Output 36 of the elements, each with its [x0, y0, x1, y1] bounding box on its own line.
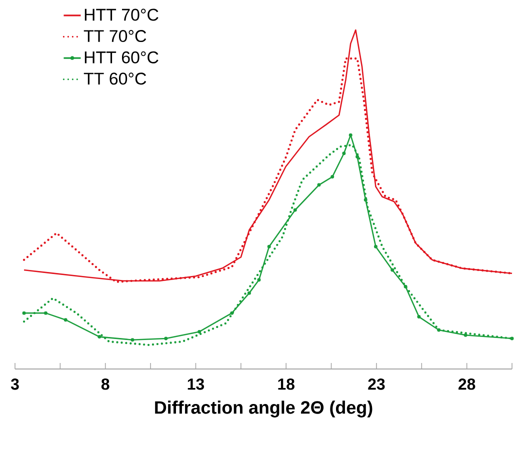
legend-label: TT 60°C [84, 72, 146, 85]
point [348, 133, 352, 137]
point [257, 278, 261, 282]
x-tick-label: 28 [458, 378, 476, 390]
point [247, 291, 251, 295]
point [317, 183, 321, 187]
point [330, 175, 334, 179]
point [437, 328, 441, 332]
point [98, 335, 102, 339]
point [510, 336, 514, 340]
point [356, 155, 360, 159]
point [404, 284, 408, 288]
x-tick-label: 8 [101, 378, 110, 390]
x-tick-label: 13 [188, 378, 204, 390]
legend-label: TT 70°C [84, 30, 146, 42]
point [364, 198, 368, 202]
point [198, 330, 202, 334]
x-axis-title: Diffraction angle 2Θ (deg) [155, 400, 372, 418]
point [342, 152, 346, 156]
point [267, 244, 271, 248]
legend-label: HTT 60°C [84, 51, 158, 64]
point [230, 311, 234, 315]
point [417, 315, 421, 319]
point [293, 208, 297, 212]
x-tick-label: 23 [368, 378, 385, 390]
point [464, 333, 468, 337]
x-tick-label: 18 [278, 378, 294, 390]
point [130, 338, 134, 342]
point [374, 244, 378, 248]
point [164, 336, 168, 340]
point [22, 311, 26, 315]
legend-label: HTT 70°C [84, 8, 158, 21]
x-tick-label: 3 [10, 378, 19, 390]
point [64, 318, 68, 322]
point [390, 268, 394, 272]
point [44, 311, 48, 315]
